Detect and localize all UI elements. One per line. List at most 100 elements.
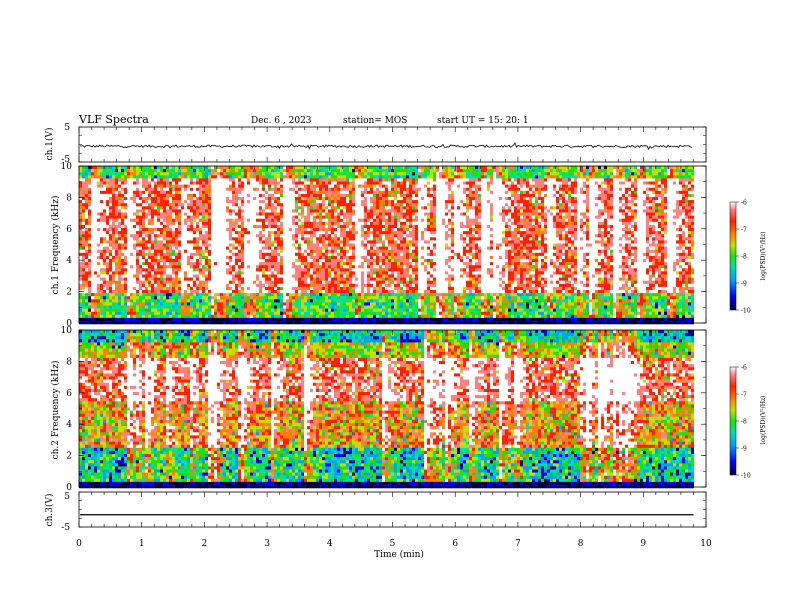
spectrogram-cell: [202, 275, 205, 278]
spectrogram-cell: [304, 247, 307, 250]
spectrogram-cell: [199, 290, 202, 293]
spectrogram-cell: [151, 299, 154, 302]
spectrogram-cell: [343, 306, 346, 309]
spectrogram-cell: [346, 247, 349, 250]
spectrogram-cell: [205, 172, 208, 175]
spectrogram-cell: [229, 287, 232, 290]
spectrogram-cell: [163, 293, 166, 296]
spectrogram-cell: [160, 237, 163, 240]
spectrogram-cell: [142, 262, 145, 265]
spectrogram-cell: [115, 296, 118, 299]
spectrogram-cell: [355, 306, 358, 309]
spectrogram-cell: [337, 182, 340, 185]
spectrogram-cell: [253, 182, 256, 185]
spectrogram-cell: [292, 228, 295, 231]
spectrogram-cell: [265, 253, 268, 256]
spectrogram-cell: [217, 206, 220, 209]
spectrogram-cell: [319, 306, 322, 309]
spectrogram-cell: [250, 278, 253, 281]
spectrogram-cell: [118, 231, 121, 234]
spectrogram-cell: [91, 175, 94, 178]
spectrogram-cell: [121, 268, 124, 271]
spectrogram-cell: [220, 200, 223, 203]
spectrogram-cell: [214, 222, 217, 225]
spectrogram-cell: [352, 318, 355, 321]
spectrogram-cell: [163, 166, 166, 169]
spectrogram-cell: [127, 182, 130, 185]
spectrogram-cell: [247, 219, 250, 222]
spectrogram-cell: [244, 247, 247, 250]
spectrogram-cell: [298, 275, 301, 278]
spectrogram-cell: [250, 225, 253, 228]
spectrogram-cell: [79, 182, 82, 185]
spectrogram-cell: [352, 237, 355, 240]
spectrogram-cell: [196, 247, 199, 250]
spectrogram-cell: [286, 240, 289, 243]
spectrogram-cell: [265, 275, 268, 278]
spectrogram-cell: [247, 191, 250, 194]
spectrogram-cell: [244, 268, 247, 271]
spectrogram-cell: [232, 194, 235, 197]
spectrogram-cell: [244, 244, 247, 247]
spectrogram-cell: [235, 271, 238, 274]
spectrogram-cell: [352, 178, 355, 181]
spectrogram-cell: [187, 290, 190, 293]
spectrogram-cell: [337, 231, 340, 234]
spectrogram-cell: [331, 312, 334, 315]
spectrogram-cell: [334, 299, 337, 302]
spectrogram-cell: [319, 299, 322, 302]
spectrogram-cell: [223, 259, 226, 262]
spectrogram-cell: [130, 237, 133, 240]
spectrogram-cell: [217, 222, 220, 225]
spectrogram-cell: [175, 278, 178, 281]
spectrogram-cell: [211, 271, 214, 274]
spectrogram-cell: [181, 234, 184, 237]
spectrogram-cell: [133, 194, 136, 197]
spectrogram-cell: [352, 231, 355, 234]
spectrogram-cell: [199, 175, 202, 178]
spectrogram-cell: [79, 219, 82, 222]
spectrogram-cell: [364, 237, 367, 240]
spectrogram-cell: [160, 275, 163, 278]
spectrogram-cell: [313, 253, 316, 256]
spectrogram-cell: [130, 271, 133, 274]
spectrogram-cell: [97, 293, 100, 296]
spectrogram-cell: [178, 225, 181, 228]
spectrogram-cell: [328, 213, 331, 216]
spectrogram-cell: [187, 306, 190, 309]
spectrogram-cell: [223, 271, 226, 274]
spectrogram-cell: [325, 318, 328, 321]
spectrogram-cell: [196, 234, 199, 237]
spectrogram-cell: [346, 250, 349, 253]
spectrogram-cell: [85, 293, 88, 296]
spectrogram-cell: [262, 203, 265, 206]
spectrogram-cell: [202, 281, 205, 284]
spectrogram-cell: [265, 302, 268, 305]
spectrogram-cell: [364, 175, 367, 178]
spectrogram-cell: [217, 271, 220, 274]
spectrogram-cell: [250, 237, 253, 240]
spectrogram-cell: [154, 312, 157, 315]
spectrogram-cell: [277, 172, 280, 175]
spectrogram-cell: [133, 206, 136, 209]
spectrogram-cell: [358, 259, 361, 262]
spectrogram-cell: [310, 250, 313, 253]
spectrogram-cell: [328, 197, 331, 200]
spectrogram-cell: [79, 234, 82, 237]
spectrogram-cell: [160, 194, 163, 197]
spectrogram-cell: [298, 188, 301, 191]
spectrogram-cell: [253, 299, 256, 302]
spectrogram-cell: [325, 200, 328, 203]
spectrogram-cell: [304, 302, 307, 305]
spectrogram-cell: [205, 206, 208, 209]
spectrogram-cell: [271, 293, 274, 296]
spectrogram-cell: [148, 299, 151, 302]
spectrogram-cell: [241, 203, 244, 206]
spectrogram-cell: [310, 271, 313, 274]
spectrogram-cell: [253, 178, 256, 181]
spectrogram-cell: [226, 247, 229, 250]
spectrogram-cell: [253, 271, 256, 274]
spectrogram-cell: [304, 253, 307, 256]
spectrogram-cell: [154, 191, 157, 194]
spectrogram-cell: [247, 293, 250, 296]
